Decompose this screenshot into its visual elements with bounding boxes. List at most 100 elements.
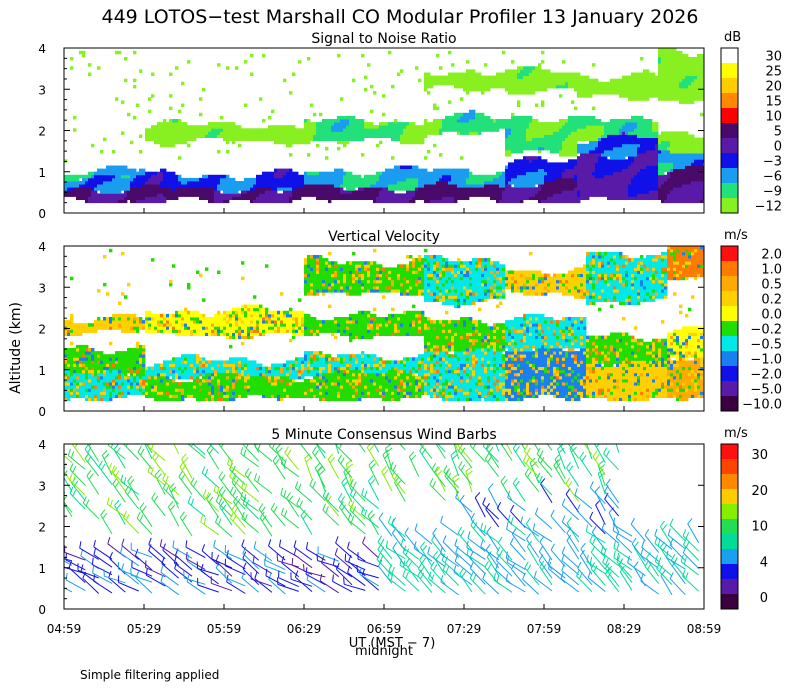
snr-cell — [586, 165, 590, 169]
snr-cell — [253, 187, 257, 191]
snr-cell — [640, 128, 644, 132]
snr-cell — [601, 159, 605, 163]
snr-cell — [571, 187, 575, 191]
snr-cell — [670, 146, 674, 151]
snr-cell — [352, 181, 356, 185]
velocity-cell — [109, 372, 113, 377]
velocity-cell — [106, 397, 110, 402]
snr-cell — [649, 119, 653, 123]
snr-cell — [187, 137, 191, 142]
snr-cell — [424, 128, 428, 132]
snr-cell — [331, 193, 335, 197]
snr-cell — [526, 131, 530, 135]
snr-cell — [358, 196, 362, 200]
figure-title: 449 LOTOS−test Marshall CO Modular Profi… — [102, 6, 699, 28]
snr-cell — [508, 131, 512, 135]
snr-cell — [433, 171, 437, 176]
snr-cell — [583, 75, 587, 80]
snr-cell — [211, 122, 215, 126]
snr-cell — [568, 190, 572, 194]
snr-cell — [631, 162, 635, 166]
snr-cell — [94, 181, 98, 185]
velocity-cell — [103, 326, 107, 330]
snr-cell — [118, 165, 122, 169]
snr-cell — [364, 174, 368, 179]
y-tick-label: 2 — [38, 125, 46, 139]
snr-cell — [601, 153, 605, 157]
snr-cell — [622, 162, 626, 166]
snr-cell — [541, 140, 545, 145]
snr-cell — [574, 75, 578, 80]
snr-cell — [535, 134, 539, 138]
snr-cell — [208, 174, 212, 179]
snr-cell — [160, 171, 164, 176]
snr-cell — [658, 187, 662, 191]
snr-cell — [598, 128, 602, 132]
snr-cell — [646, 150, 650, 154]
snr-cell — [418, 174, 422, 179]
snr-cell — [523, 119, 527, 123]
snr-cell — [514, 140, 518, 145]
snr-cell — [412, 140, 416, 145]
snr-cell — [382, 181, 386, 185]
snr-cell — [565, 187, 569, 191]
snr-cell — [643, 159, 647, 163]
snr-cell — [607, 190, 611, 194]
snr-cell — [664, 131, 668, 135]
snr-cell — [508, 177, 512, 182]
snr-cell — [277, 181, 281, 185]
snr-cell — [646, 156, 650, 160]
snr-cell — [568, 177, 572, 182]
snr-cell — [514, 199, 518, 204]
snr-cell — [271, 109, 275, 114]
snr-cell — [283, 190, 287, 194]
snr-cell — [580, 122, 584, 126]
snr-cell — [472, 128, 476, 132]
snr-cell — [511, 125, 515, 129]
snr-cell — [391, 181, 395, 185]
snr-cell — [595, 156, 599, 160]
snr-cell — [382, 199, 386, 204]
snr-cell — [514, 190, 518, 194]
snr-cell — [523, 159, 527, 163]
velocity-cell — [64, 379, 68, 383]
snr-cell — [556, 162, 560, 166]
snr-cell — [583, 165, 587, 169]
snr-cell — [154, 177, 158, 182]
snr-cell — [397, 122, 401, 126]
snr-cell — [661, 153, 665, 157]
snr-cell — [562, 81, 566, 86]
velocity-cell — [79, 354, 83, 358]
snr-cell — [160, 184, 164, 188]
snr-cell — [406, 168, 410, 173]
snr-cell — [463, 78, 467, 83]
snr-cell — [181, 134, 185, 138]
snr-cell — [613, 196, 617, 200]
snr-cell — [250, 181, 254, 185]
snr-cell — [649, 168, 653, 173]
snr-cell — [586, 181, 590, 185]
snr-cell — [151, 174, 155, 179]
snr-cell — [172, 174, 176, 179]
snr-cell — [610, 128, 614, 132]
snr-cell — [166, 181, 170, 185]
velocity-cell — [85, 388, 89, 392]
snr-cell — [340, 177, 344, 182]
snr-cell — [688, 150, 692, 154]
snr-cell — [160, 125, 164, 129]
snr-cell — [286, 184, 290, 188]
snr-cell — [676, 53, 680, 58]
snr-panel-title: Signal to Noise Ratio — [311, 31, 456, 47]
snr-cell — [649, 131, 653, 135]
snr-cell — [508, 199, 512, 204]
snr-cell — [556, 134, 560, 138]
snr-cell — [127, 168, 131, 173]
snr-cell — [598, 162, 602, 166]
snr-cell — [214, 199, 218, 204]
snr-cell — [322, 190, 326, 194]
snr-cell — [643, 165, 647, 169]
snr-cell — [448, 119, 452, 123]
snr-cell — [70, 187, 74, 191]
snr-cell — [220, 115, 224, 120]
snr-cell — [235, 193, 239, 197]
